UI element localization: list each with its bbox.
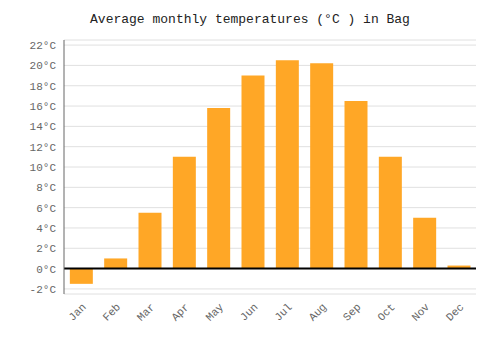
svg-text:Mar: Mar — [135, 301, 157, 323]
svg-text:Jan: Jan — [66, 301, 88, 323]
svg-text:Apr: Apr — [169, 301, 191, 323]
svg-text:16°C: 16°C — [30, 101, 57, 113]
svg-text:2°C: 2°C — [36, 243, 56, 255]
svg-text:8°C: 8°C — [36, 182, 56, 194]
svg-text:10°C: 10°C — [30, 162, 57, 174]
svg-text:Nov: Nov — [410, 301, 433, 324]
svg-text:12°C: 12°C — [30, 142, 57, 154]
svg-text:May: May — [204, 301, 227, 324]
svg-text:20°C: 20°C — [30, 60, 57, 72]
svg-text:Dec: Dec — [444, 301, 466, 323]
svg-text:Aug: Aug — [307, 301, 329, 323]
svg-text:-2°C: -2°C — [30, 284, 57, 296]
svg-text:0°C: 0°C — [36, 264, 56, 276]
svg-text:4°C: 4°C — [36, 223, 56, 235]
svg-text:Sep: Sep — [341, 301, 363, 323]
svg-text:6°C: 6°C — [36, 203, 56, 215]
svg-text:Jun: Jun — [238, 301, 260, 323]
svg-text:Oct: Oct — [375, 301, 397, 323]
html-text:Average monthly temperatures (: Average monthly temperatures (°C ) in Ba… — [90, 12, 410, 27]
svg-text:Jul: Jul — [272, 301, 294, 323]
svg-text:Feb: Feb — [101, 301, 123, 323]
svg-text:14°C: 14°C — [30, 121, 57, 133]
svg-text:18°C: 18°C — [30, 81, 57, 93]
svg-text:22°C: 22°C — [30, 40, 57, 52]
